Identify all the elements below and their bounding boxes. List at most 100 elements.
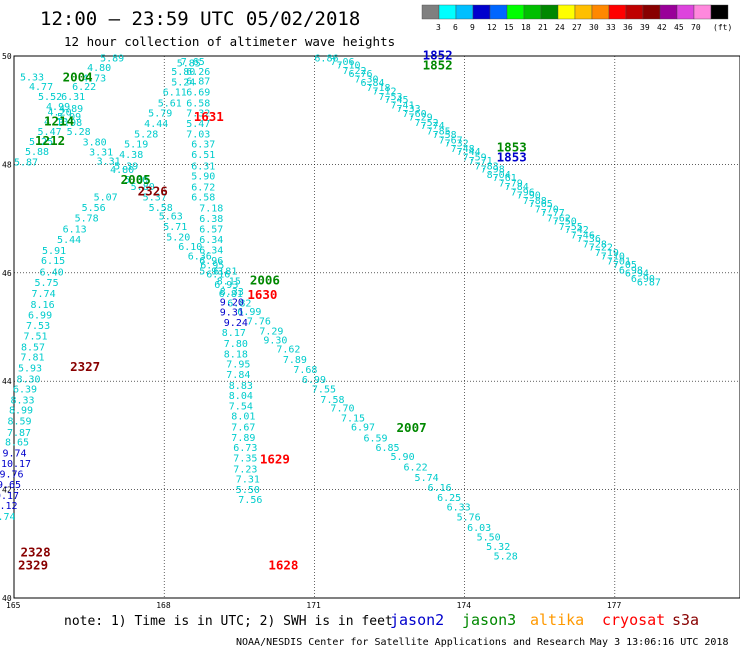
wave-height-value: 5.50	[477, 533, 501, 544]
wave-height-value: 5.93	[199, 266, 223, 277]
lon-tick-label: 171	[306, 601, 321, 610]
longitude-tick-labels: 165 168 171 174 177	[6, 601, 621, 610]
pass-label: 1852	[423, 47, 453, 62]
wave-height-value: 6.31	[191, 161, 215, 172]
wave-height-value: 5.56	[82, 203, 106, 214]
legend-label: 21	[538, 23, 548, 32]
wave-height-value: 9.31	[220, 308, 244, 319]
wave-height-value: 5.88	[25, 147, 49, 158]
wave-height-value: 4.89	[59, 104, 83, 115]
legend-label: 36	[623, 23, 633, 32]
wave-height-value: 8.33	[220, 287, 244, 298]
wave-height-value: 6.72	[191, 182, 215, 193]
wave-height-value: 8.04	[487, 170, 511, 181]
wave-height-value: 6.84	[360, 78, 384, 89]
wave-height-value: 8.65	[5, 438, 29, 449]
wave-height-value: 6.16	[206, 270, 230, 281]
wave-height-value: 5.61	[158, 98, 182, 109]
legend-swatch	[472, 4, 491, 20]
wave-height-value: 7.58	[433, 130, 457, 141]
wave-height-value: 7.52	[415, 118, 439, 129]
wave-height-value: 7.50	[553, 217, 577, 228]
wave-height-value: 6.22	[72, 82, 96, 93]
wave-height-value: 5.52	[38, 92, 62, 103]
wave-height-value: 7.76	[247, 316, 271, 327]
wave-height-value: 7.54	[229, 401, 253, 412]
wave-height-value: 7.65	[529, 199, 553, 210]
wave-height-value: 7.70	[330, 404, 354, 415]
wave-height-value: 8.18	[224, 349, 248, 360]
wave-height-value: 5.89	[100, 53, 124, 64]
wave-height-value: 6.37	[191, 140, 215, 151]
wave-height-value: 7.51	[24, 331, 48, 342]
wave-height-value: 4.80	[87, 63, 111, 74]
wave-height-value: 6.96	[199, 256, 223, 267]
legend-label: 45	[674, 23, 684, 32]
wave-height-value: 6.11	[163, 88, 187, 99]
wave-height-value: 7.31	[236, 475, 260, 486]
legend-label: 42	[657, 23, 667, 32]
pass-label: 1853	[497, 150, 527, 165]
wave-height-value: 6.87	[186, 77, 210, 88]
wave-height-value: 5.87	[14, 157, 38, 168]
wave-height-value: 6.03	[467, 523, 491, 534]
wave-height-value: 5.20	[166, 232, 190, 243]
wave-height-value: 7.23	[233, 464, 257, 475]
pass-label: 2326	[138, 183, 168, 198]
wave-height-value: 6.85	[375, 443, 399, 454]
wave-height-value: 5.44	[57, 235, 81, 246]
wave-height-value: 8.74	[0, 512, 16, 523]
wave-height-value: 7.74	[421, 121, 445, 132]
wave-height-value: 7.32	[445, 139, 469, 150]
wave-height-value: 6.34	[199, 235, 223, 246]
wave-height-value: 5.47	[186, 119, 210, 130]
wave-height-value: 7.15	[341, 413, 365, 424]
wave-height-value: 5.25	[29, 137, 53, 148]
legend-label: 24	[555, 23, 565, 32]
wave-height-value: 6.26	[186, 67, 210, 78]
wave-height-value: 7.67	[439, 135, 463, 146]
wave-height-value: 8.04	[229, 391, 253, 402]
pass-label: 1628	[268, 557, 298, 572]
wave-height-value: 7.44	[457, 147, 481, 158]
legend-label: 30	[589, 23, 599, 32]
wave-height-value: 6.81	[213, 266, 237, 277]
wave-height-value: 10.17	[1, 459, 31, 470]
legend-label: 9	[470, 23, 475, 32]
pass-label: 1629	[260, 452, 290, 467]
legend-swatch	[523, 4, 542, 20]
wave-height-value: 7.88	[523, 196, 547, 207]
wave-height-value: 7.74	[32, 289, 56, 300]
wave-height-value: 5.74	[415, 473, 439, 484]
pass-label: 2007	[397, 420, 427, 435]
wave-height-value: 6.86	[314, 53, 338, 64]
wave-height-value: 7.95	[226, 360, 250, 371]
legend-swatch	[421, 4, 440, 20]
wave-height-value: 9.20	[220, 297, 244, 308]
wave-height-value: 7.41	[391, 101, 415, 112]
lat-tick-label: 50	[2, 52, 12, 61]
wave-height-value: 7.87	[7, 428, 31, 439]
legend-swatch	[693, 4, 712, 20]
chart-subtitle: 12 hour collection of altimeter wave hei…	[64, 34, 395, 49]
lon-tick-label: 165	[6, 601, 21, 610]
wave-height-value: 7.81	[21, 353, 45, 364]
wave-height-value: 6.94	[625, 269, 649, 280]
wave-height-value: 7.22	[589, 243, 613, 254]
wave-height-value: 6.38	[199, 214, 223, 225]
wave-height-value: 7.05	[613, 260, 637, 271]
legend-label: 27	[572, 23, 582, 32]
lon-tick-label: 177	[607, 601, 622, 610]
wave-height-value: 7.67	[231, 423, 255, 434]
wave-height-value: 7.65	[181, 57, 205, 68]
wave-height-value: 7.10	[336, 60, 360, 71]
wave-height-value: 5.28	[134, 129, 158, 140]
wave-height-value: 7.79	[499, 179, 523, 190]
wave-height-value: 6.90	[631, 274, 655, 285]
legend-swatch	[489, 4, 508, 20]
wave-height-value: 6.33	[447, 503, 471, 514]
wave-height-value: 9.30	[263, 335, 287, 346]
satellite-name: altika	[530, 611, 584, 629]
wave-height-value: 7.30	[354, 75, 378, 86]
